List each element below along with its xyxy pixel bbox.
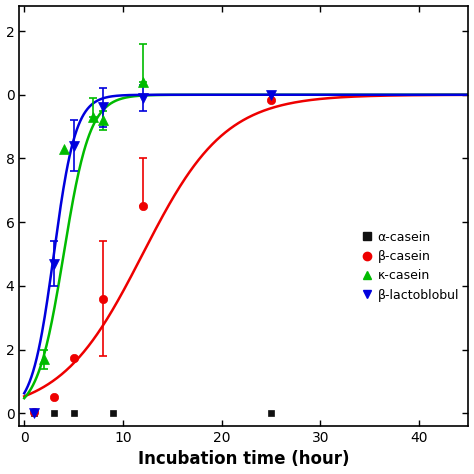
- Legend: α-casein, β-casein, κ-casein, β-lactoblobul: α-casein, β-casein, κ-casein, β-lactoblo…: [359, 226, 464, 307]
- X-axis label: Incubation time (hour): Incubation time (hour): [138, 450, 350, 468]
